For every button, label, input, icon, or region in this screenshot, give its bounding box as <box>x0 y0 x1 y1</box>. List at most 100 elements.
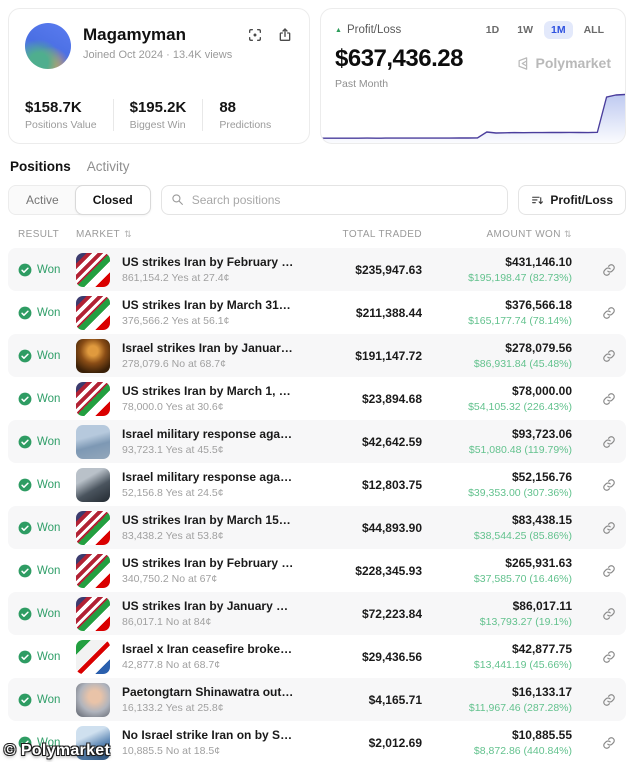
link-icon[interactable] <box>602 392 616 406</box>
table-row[interactable]: Won Israel strikes Iran by January 31, 2… <box>8 334 626 377</box>
section-tabs: Positions Activity <box>0 144 634 174</box>
market-thumbnail <box>76 639 110 674</box>
market-title[interactable]: Israel military response against Iran in… <box>122 427 294 441</box>
table-row[interactable]: Won Israel military response against Ira… <box>8 463 626 506</box>
market-sort-icon[interactable]: ⇅ <box>124 229 133 239</box>
market-position-detail: 10,885.5 No at 18.5¢ <box>122 745 221 757</box>
market-thumbnail <box>76 682 110 717</box>
market-position-detail: 86,017.1 No at 84¢ <box>122 616 212 628</box>
market-position-detail: 278,079.6 No at 68.7¢ <box>122 358 226 370</box>
table-row[interactable]: Won Israel x Iran ceasefire broken by De… <box>8 635 626 678</box>
table-row[interactable]: Won No Israel strike Iran on by Sunday O… <box>8 721 626 762</box>
market-title[interactable]: US strikes Iran by January 14, 2026? <box>122 599 294 613</box>
total-traded-value: $12,803.75 <box>361 477 422 492</box>
predictions-value: 88 <box>219 99 237 116</box>
segment-closed[interactable]: Closed <box>74 185 151 215</box>
check-circle-icon <box>18 521 32 534</box>
market-title[interactable]: US strikes Iran by February 28, 2026? <box>122 255 294 269</box>
table-row[interactable]: Won US strikes Iran by February 28, 2026… <box>8 248 626 291</box>
page-copyright-watermark: © Polymarket <box>4 742 111 759</box>
range-1w[interactable]: 1W <box>517 24 533 36</box>
link-icon[interactable] <box>602 349 616 363</box>
search-input[interactable] <box>160 185 509 215</box>
filter-row: Active Closed Profit/Loss <box>8 185 626 215</box>
link-icon[interactable] <box>602 478 616 492</box>
market-title[interactable]: Israel strikes Iran by January 31, 2026? <box>122 341 294 355</box>
market-position-detail: 16,133.2 Yes at 25.8¢ <box>122 702 224 714</box>
market-title[interactable]: Paetongtarn Shinawatra out as PM of Thai… <box>122 685 294 699</box>
link-icon[interactable] <box>602 564 616 578</box>
link-icon[interactable] <box>602 650 616 664</box>
profile-name: Magamyman <box>83 25 186 44</box>
link-icon[interactable] <box>602 306 616 320</box>
biggest-win-value: $195.2K <box>129 99 187 116</box>
header-market[interactable]: MARKET <box>76 229 121 240</box>
profile-meta: Joined Oct 2024 · 13.4K views <box>83 49 233 61</box>
market-title[interactable]: US strikes Iran by March 15, 2026? <box>122 513 294 527</box>
table-row[interactable]: Won Paetongtarn Shinawatra out as PM of … <box>8 678 626 721</box>
market-thumbnail <box>76 295 110 330</box>
amount-won-value: $278,079.56 <box>505 341 572 355</box>
check-circle-icon <box>18 349 32 362</box>
result-badge: Won <box>18 736 76 750</box>
market-position-detail: 376,566.2 Yes at 56.1¢ <box>122 315 230 327</box>
tab-positions[interactable]: Positions <box>10 159 71 174</box>
market-title[interactable]: No Israel strike Iran on by Sunday Oct 2… <box>122 728 294 742</box>
market-thumbnail <box>76 424 110 459</box>
table-row[interactable]: Won US strikes Iran by January 14, 2026?… <box>8 592 626 635</box>
range-all[interactable]: ALL <box>583 24 604 36</box>
result-label: Won <box>37 478 61 491</box>
tab-activity[interactable]: Activity <box>86 159 130 174</box>
amount-won-sort-icon[interactable]: ⇅ <box>564 229 572 239</box>
check-circle-icon <box>18 435 32 448</box>
result-badge: Won <box>18 607 76 621</box>
result-label: Won <box>37 392 61 405</box>
market-title[interactable]: US strikes Iran by March 31, 2026? <box>122 298 294 312</box>
market-title[interactable]: US strikes Iran by February 28, 2026? <box>122 556 294 570</box>
market-thumbnail <box>76 725 110 760</box>
result-badge: Won <box>18 392 76 406</box>
amount-won-value: $10,885.55 <box>511 728 572 742</box>
pnl-period: Past Month <box>335 78 389 90</box>
pnl-chart <box>321 93 625 143</box>
sort-icon <box>532 196 544 204</box>
table-row[interactable]: Won US strikes Iran by March 15, 2026? 8… <box>8 506 626 549</box>
check-circle-icon <box>18 478 32 491</box>
link-icon[interactable] <box>602 607 616 621</box>
table-row[interactable]: Won US strikes Iran by February 28, 2026… <box>8 549 626 592</box>
scan-icon[interactable] <box>247 27 263 43</box>
result-badge: Won <box>18 650 76 664</box>
header-amount-won[interactable]: AMOUNT WON <box>486 229 561 240</box>
share-icon[interactable] <box>277 27 293 43</box>
market-position-detail: 78,000.0 Yes at 30.6¢ <box>122 401 224 413</box>
amount-won-value: $376,566.18 <box>505 298 572 312</box>
total-traded-value: $235,947.63 <box>355 262 422 277</box>
market-position-detail: 83,438.2 Yes at 53.8¢ <box>122 530 224 542</box>
link-icon[interactable] <box>602 521 616 535</box>
result-label: Won <box>37 349 61 362</box>
table-row[interactable]: Won Israel military response against Ira… <box>8 420 626 463</box>
header-total-traded[interactable]: TOTAL TRADED <box>342 229 422 240</box>
link-icon[interactable] <box>602 736 616 750</box>
total-traded-value: $29,436.56 <box>361 649 422 664</box>
market-title[interactable]: Israel military response against Iran by… <box>122 470 294 484</box>
table-row[interactable]: Won US strikes Iran by March 31, 2026? 3… <box>8 291 626 334</box>
link-icon[interactable] <box>602 435 616 449</box>
total-traded-value: $23,894.68 <box>361 391 422 406</box>
segment-active[interactable]: Active <box>26 193 59 207</box>
market-thumbnail <box>76 510 110 545</box>
range-1d[interactable]: 1D <box>485 24 500 36</box>
amount-won-gain: $195,198.47 (82.73%) <box>468 272 572 284</box>
result-label: Won <box>37 650 61 663</box>
link-icon[interactable] <box>602 263 616 277</box>
table-row[interactable]: Won US strikes Iran by March 1, 2026? 78… <box>8 377 626 420</box>
result-badge: Won <box>18 263 76 277</box>
market-title[interactable]: Israel x Iran ceasefire broken by Decemb… <box>122 642 294 656</box>
range-1m[interactable]: 1M <box>543 21 573 39</box>
polymarket-logo-icon <box>518 56 527 70</box>
amount-won-value: $83,438.15 <box>511 513 572 527</box>
profit-loss-sort-button[interactable]: Profit/Loss <box>518 185 626 215</box>
link-icon[interactable] <box>602 693 616 707</box>
profit-up-icon: ▲ <box>335 26 342 34</box>
market-title[interactable]: US strikes Iran by March 1, 2026? <box>122 384 294 398</box>
